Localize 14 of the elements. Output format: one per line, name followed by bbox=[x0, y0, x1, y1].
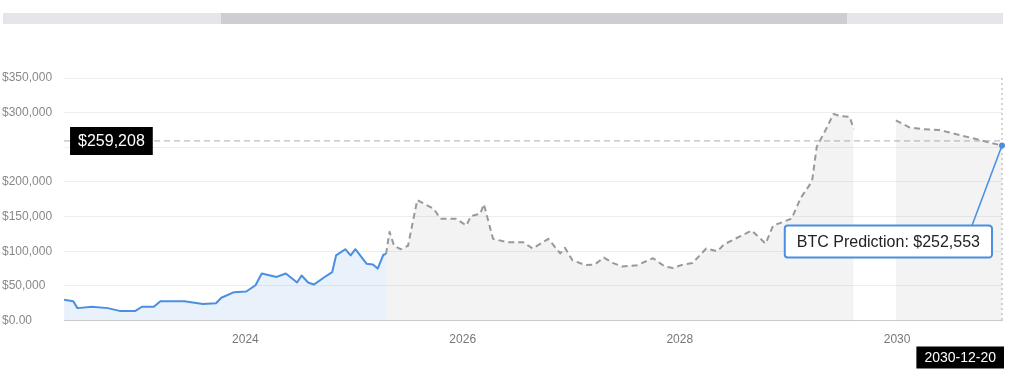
y-tick-label: $200,000 bbox=[2, 174, 53, 189]
y-tick-label: $300,000 bbox=[2, 104, 53, 119]
y-tick-label: $0.00 bbox=[2, 312, 33, 327]
y-tick-label: $50,000 bbox=[2, 278, 46, 293]
y-tick-label: $100,000 bbox=[2, 243, 53, 258]
ref-line-label: $259,208 bbox=[78, 132, 145, 150]
x-tick-label: 2026 bbox=[449, 332, 477, 347]
y-tick-label: $350,000 bbox=[2, 70, 53, 85]
x-tick-label: 2024 bbox=[232, 332, 260, 347]
annotation: BTC Prediction: $252,553 bbox=[796, 232, 981, 250]
x-tick-label: 2028 bbox=[666, 332, 694, 347]
ref-line-label: 2030-12-20 bbox=[924, 349, 997, 366]
x-tick-label: 2030 bbox=[883, 332, 911, 347]
y-tick-label: $150,000 bbox=[2, 208, 53, 223]
